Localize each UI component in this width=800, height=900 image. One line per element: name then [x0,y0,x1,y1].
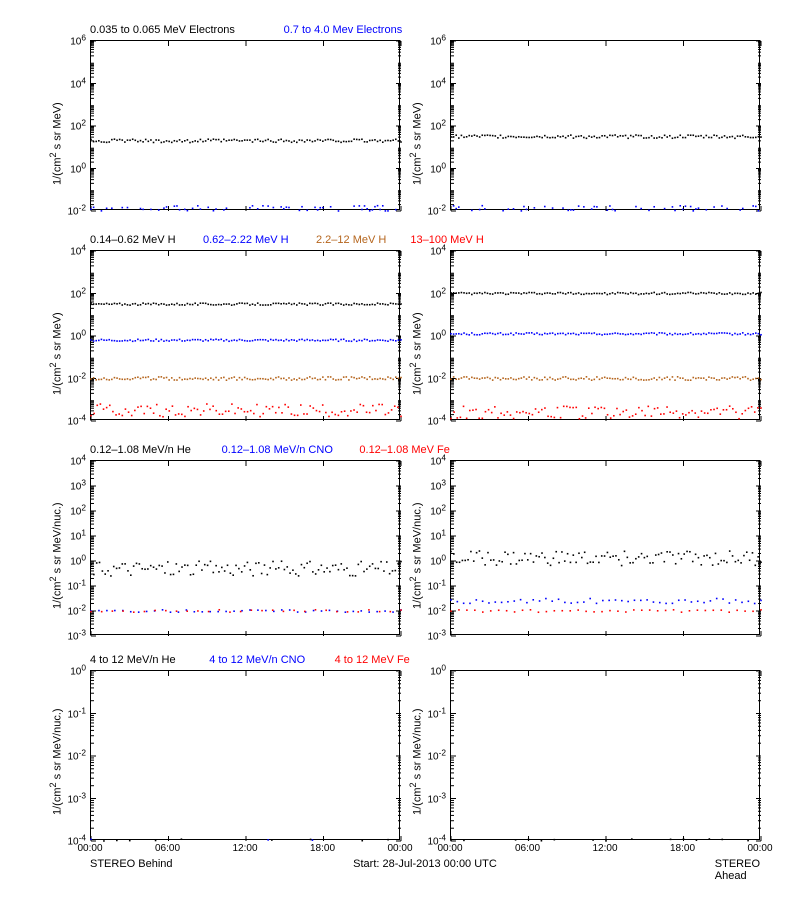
y-tick-label: 106 [414,32,446,47]
chart-panel [450,250,760,420]
y-tick-label: 10-2 [54,747,86,762]
y-tick-label: 10-3 [54,627,86,642]
chart-panel [90,460,400,635]
y-tick-label: 100 [414,160,446,175]
y-tick-label: 101 [54,527,86,542]
series-legend-label: 4 to 12 MeV/n CNO [209,654,305,666]
x-tick-label: 00:00 [747,843,772,854]
y-tick-label: 104 [54,452,86,467]
chart-panel [90,670,400,840]
y-tick-label: 10-2 [54,602,86,617]
series-legend-label: 0.035 to 0.065 MeV Electrons [90,24,235,36]
y-tick-label: 103 [54,477,86,492]
chart-panel [90,250,400,420]
y-tick-label: 104 [414,242,446,257]
y-tick-label: 102 [54,285,86,300]
chart-panel [450,40,760,210]
x-tick-label: 00:00 [77,843,102,854]
y-tick-label: 106 [54,32,86,47]
x-tick-label: 12:00 [592,843,617,854]
y-tick-label: 100 [54,327,86,342]
y-tick-label: 100 [414,552,446,567]
y-tick-label: 10-3 [414,627,446,642]
y-tick-label: 100 [414,327,446,342]
y-tick-label: 102 [54,117,86,132]
y-tick-label: 10-2 [414,602,446,617]
y-tick-label: 102 [414,502,446,517]
series-legend-label: 4 to 12 MeV Fe [335,654,410,666]
y-tick-label: 10-2 [54,370,86,385]
series-legend-label: 0.7 to 4.0 Mev Electrons [284,24,403,36]
y-tick-label: 10-4 [54,412,86,427]
y-tick-label: 10-2 [414,747,446,762]
x-tick-label: 00:00 [387,843,412,854]
series-legend-label: 0.12–1.08 MeV/n CNO [222,444,333,456]
y-tick-label: 10-2 [414,202,446,217]
y-tick-label: 100 [414,662,446,677]
y-tick-label: 104 [54,75,86,90]
series-legend-label: 4 to 12 MeV/n He [90,654,176,666]
y-tick-label: 104 [54,242,86,257]
series-legend-label: 0.14–0.62 MeV H [90,234,176,246]
x-tick-label: 18:00 [670,843,695,854]
y-tick-label: 100 [54,552,86,567]
y-tick-label: 10-3 [414,790,446,805]
y-tick-label: 10-2 [414,370,446,385]
x-tick-label: 06:00 [515,843,540,854]
y-tick-label: 10-1 [414,577,446,592]
series-legend-label: 2.2–12 MeV H [316,234,386,246]
stereo-particle-flux-figure: 0.035 to 0.065 MeV Electrons 0.7 to 4.0 M… [10,10,790,890]
y-tick-label: 104 [414,452,446,467]
y-tick-label: 10-4 [414,412,446,427]
chart-panel [450,460,760,635]
chart-panel [90,40,400,210]
y-tick-label: 10-2 [54,202,86,217]
x-tick-label: 00:00 [437,843,462,854]
footer-left-label: STEREO Behind [90,858,173,870]
y-tick-label: 100 [54,160,86,175]
footer-right-label: STEREO Ahead [715,858,760,882]
series-legend-label: 0.12–1.08 MeV/n He [90,444,191,456]
y-tick-label: 10-1 [414,705,446,720]
chart-panel [450,670,760,840]
y-tick-label: 102 [414,285,446,300]
y-tick-label: 104 [414,75,446,90]
y-tick-label: 100 [54,662,86,677]
y-tick-label: 101 [414,527,446,542]
x-tick-label: 06:00 [155,843,180,854]
y-tick-label: 10-1 [54,577,86,592]
y-tick-label: 10-3 [54,790,86,805]
y-tick-label: 103 [414,477,446,492]
y-tick-label: 102 [54,502,86,517]
x-tick-label: 18:00 [310,843,335,854]
x-tick-label: 12:00 [232,843,257,854]
series-legend-label: 0.62–2.22 MeV H [203,234,289,246]
y-tick-label: 102 [414,117,446,132]
y-tick-label: 10-1 [54,705,86,720]
footer-center-label: Start: 28-Jul-2013 00:00 UTC [353,858,497,870]
